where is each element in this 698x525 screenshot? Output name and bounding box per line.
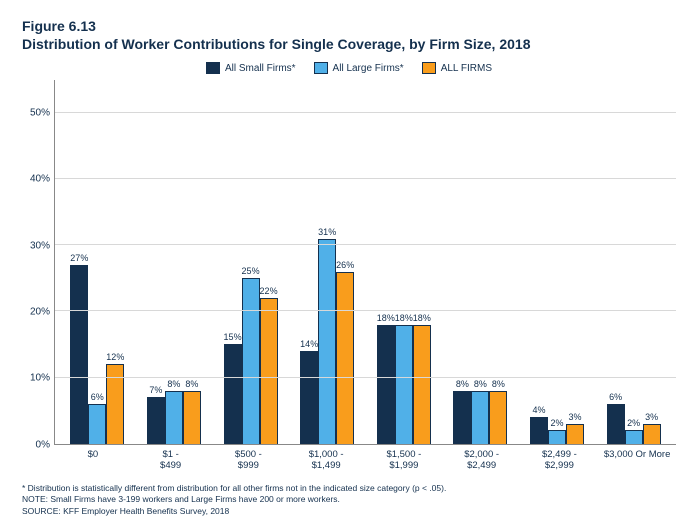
legend-item: ALL FIRMS (422, 62, 492, 74)
bar: 2% (548, 430, 566, 443)
bar-group: 27%6%12% (70, 80, 124, 444)
bar: 25% (242, 278, 260, 443)
bar: 8% (165, 391, 183, 444)
bar-value-label: 31% (318, 227, 336, 237)
bar: 15% (224, 344, 242, 443)
bar-value-label: 27% (70, 253, 88, 263)
bar-value-label: 26% (336, 260, 354, 270)
bar: 6% (607, 404, 625, 444)
legend-label: All Large Firms* (333, 63, 404, 74)
plot: 27%6%12%7%8%8%15%25%22%14%31%26%18%18%18… (54, 80, 676, 445)
figure-container: Figure 6.13 Distribution of Worker Contr… (0, 0, 698, 525)
bar-value-label: 18% (377, 313, 395, 323)
legend-swatch-all (422, 62, 436, 74)
bar: 18% (395, 325, 413, 444)
bar-value-label: 18% (395, 313, 413, 323)
bar: 3% (566, 424, 584, 444)
y-tick-label: 0% (36, 439, 50, 450)
bar: 2% (625, 430, 643, 443)
bar-group: 18%18%18% (377, 80, 431, 444)
bar: 3% (643, 424, 661, 444)
y-axis: 0%10%20%30%40%50% (22, 80, 54, 445)
bar-value-label: 3% (569, 412, 582, 422)
legend: All Small Firms* All Large Firms* ALL FI… (22, 62, 676, 74)
bar-group: 8%8%8% (453, 80, 507, 444)
bar-value-label: 25% (242, 266, 260, 276)
footnote-note: NOTE: Small Firms have 3-199 workers and… (22, 494, 676, 505)
gridline (55, 244, 676, 245)
y-tick-label: 10% (30, 373, 50, 384)
bar-group: 15%25%22% (224, 80, 278, 444)
figure-label: Figure 6.13 (22, 18, 676, 34)
x-tick-label: $2,000 -$2,499 (447, 449, 517, 477)
chart-title: Distribution of Worker Contributions for… (22, 36, 676, 52)
gridline (55, 178, 676, 179)
bar-value-label: 8% (474, 379, 487, 389)
x-tick-label: $2,499 -$2,999 (524, 449, 594, 477)
y-tick-label: 40% (30, 174, 50, 185)
legend-label: ALL FIRMS (441, 63, 492, 74)
bar: 8% (183, 391, 201, 444)
footnotes: * Distribution is statistically differen… (22, 483, 676, 517)
bar-value-label: 4% (533, 405, 546, 415)
y-tick-label: 50% (30, 108, 50, 119)
bar: 22% (260, 298, 278, 443)
legend-swatch-small (206, 62, 220, 74)
bar: 8% (489, 391, 507, 444)
bar: 18% (377, 325, 395, 444)
footnote-source: SOURCE: KFF Employer Health Benefits Sur… (22, 506, 676, 517)
bar-value-label: 8% (185, 379, 198, 389)
bar: 26% (336, 272, 354, 444)
bar: 6% (88, 404, 106, 444)
bar-value-label: 2% (551, 418, 564, 428)
footnote-star: * Distribution is statistically differen… (22, 483, 676, 494)
gridline (55, 377, 676, 378)
bar-value-label: 12% (106, 352, 124, 362)
bar-value-label: 8% (492, 379, 505, 389)
legend-label: All Small Firms* (225, 63, 296, 74)
bar-value-label: 18% (413, 313, 431, 323)
bar-value-label: 8% (456, 379, 469, 389)
legend-item: All Small Firms* (206, 62, 296, 74)
bar-group: 6%2%3% (607, 80, 661, 444)
bar: 8% (453, 391, 471, 444)
legend-swatch-large (314, 62, 328, 74)
bar: 7% (147, 397, 165, 443)
x-tick-label: $3,000 Or More (602, 449, 672, 477)
bar-value-label: 14% (300, 339, 318, 349)
bar: 31% (318, 239, 336, 444)
y-tick-label: 20% (30, 307, 50, 318)
legend-item: All Large Firms* (314, 62, 404, 74)
bar-value-label: 7% (149, 385, 162, 395)
bar-groups: 27%6%12%7%8%8%15%25%22%14%31%26%18%18%18… (55, 80, 676, 444)
bar: 8% (471, 391, 489, 444)
bar-value-label: 8% (167, 379, 180, 389)
bar-value-label: 22% (260, 286, 278, 296)
x-axis: $0 $1 -$499$500 -$999 $1,000 -$1,499 $1,500… (22, 449, 676, 477)
bar: 4% (530, 417, 548, 443)
bar: 14% (300, 351, 318, 444)
bar-value-label: 3% (645, 412, 658, 422)
bar-value-label: 15% (224, 332, 242, 342)
bar-group: 4%2%3% (530, 80, 584, 444)
bar-value-label: 6% (609, 392, 622, 402)
plot-area: 0%10%20%30%40%50% 27%6%12%7%8%8%15%25%22… (22, 80, 676, 445)
x-tick-label: $1,500 -$1,999 (369, 449, 439, 477)
x-tick-label: $0 (58, 449, 128, 477)
x-tick-label: $1 -$499 (136, 449, 206, 477)
bar-value-label: 2% (627, 418, 640, 428)
bar-group: 7%8%8% (147, 80, 201, 444)
x-tick-label: $500 -$999 (213, 449, 283, 477)
bar-group: 14%31%26% (300, 80, 354, 444)
x-tick-label: $1,000 -$1,499 (291, 449, 361, 477)
bar: 18% (413, 325, 431, 444)
y-tick-label: 30% (30, 240, 50, 251)
bar-value-label: 6% (91, 392, 104, 402)
gridline (55, 310, 676, 311)
gridline (55, 112, 676, 113)
bar: 27% (70, 265, 88, 443)
